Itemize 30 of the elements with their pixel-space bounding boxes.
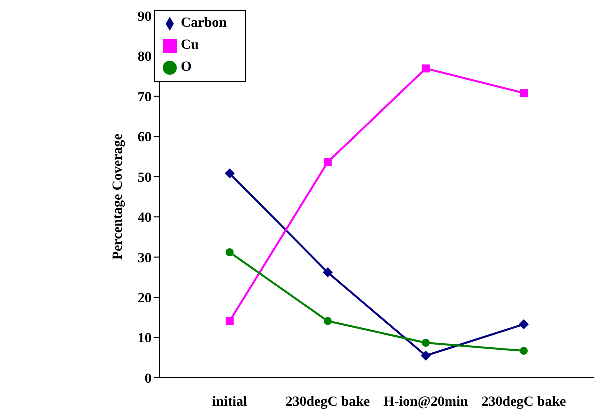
point (226, 317, 234, 326)
y-tick-label: 20 (138, 292, 152, 307)
y-tick-label: 90 (138, 10, 152, 25)
point (422, 64, 430, 73)
x-tick-label: H-ion@20min (384, 394, 468, 410)
y-tick-label: 50 (138, 170, 152, 186)
legend-label: O (181, 60, 192, 75)
point (224, 168, 235, 179)
point (520, 89, 528, 98)
point (324, 317, 332, 326)
x-tick-label: initial (212, 394, 248, 410)
legend-label: Cu (181, 38, 199, 53)
x-tick-label: 230degC bake (482, 394, 566, 410)
y-tick-label: 40 (138, 211, 152, 226)
point (322, 268, 333, 278)
point (520, 347, 528, 356)
point (324, 158, 332, 166)
y-axis-title: Percentage Coverage (110, 134, 126, 260)
legend-label: Carbon (181, 16, 227, 31)
y-tick-label: 80 (138, 50, 152, 66)
y-tick-label: 10 (138, 332, 152, 347)
y-tick-label: 60 (138, 130, 152, 146)
y-tick-label: 30 (138, 251, 152, 266)
point (422, 339, 430, 348)
point (226, 248, 234, 257)
x-tick-label: 230degC bake (286, 394, 370, 410)
y-tick-label: 0 (144, 372, 152, 387)
point (519, 320, 529, 330)
y-tick-label: 70 (138, 90, 152, 106)
point (420, 350, 431, 361)
